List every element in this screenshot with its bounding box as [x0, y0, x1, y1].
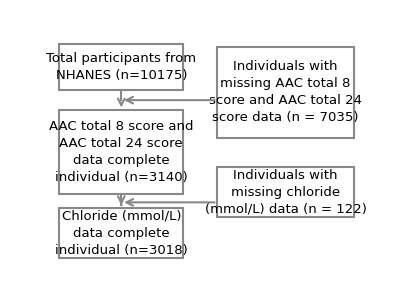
Text: AAC total 8 score and
AAC total 24 score
data complete
individual (n=3140): AAC total 8 score and AAC total 24 score… [49, 120, 194, 184]
Text: Individuals with
missing AAC total 8
score and AAC total 24
score data (n = 7035: Individuals with missing AAC total 8 sco… [209, 60, 362, 124]
Text: Chloride (mmol/L)
data complete
individual (n=3018): Chloride (mmol/L) data complete individu… [55, 209, 188, 257]
FancyBboxPatch shape [59, 45, 183, 90]
FancyBboxPatch shape [218, 47, 354, 137]
Text: Individuals with
missing chloride
(mmol/L) data (n = 122): Individuals with missing chloride (mmol/… [205, 169, 366, 216]
FancyBboxPatch shape [59, 208, 183, 258]
FancyBboxPatch shape [59, 110, 183, 194]
FancyBboxPatch shape [218, 167, 354, 217]
Text: Total participants from
NHANES (n=10175): Total participants from NHANES (n=10175) [46, 52, 196, 82]
